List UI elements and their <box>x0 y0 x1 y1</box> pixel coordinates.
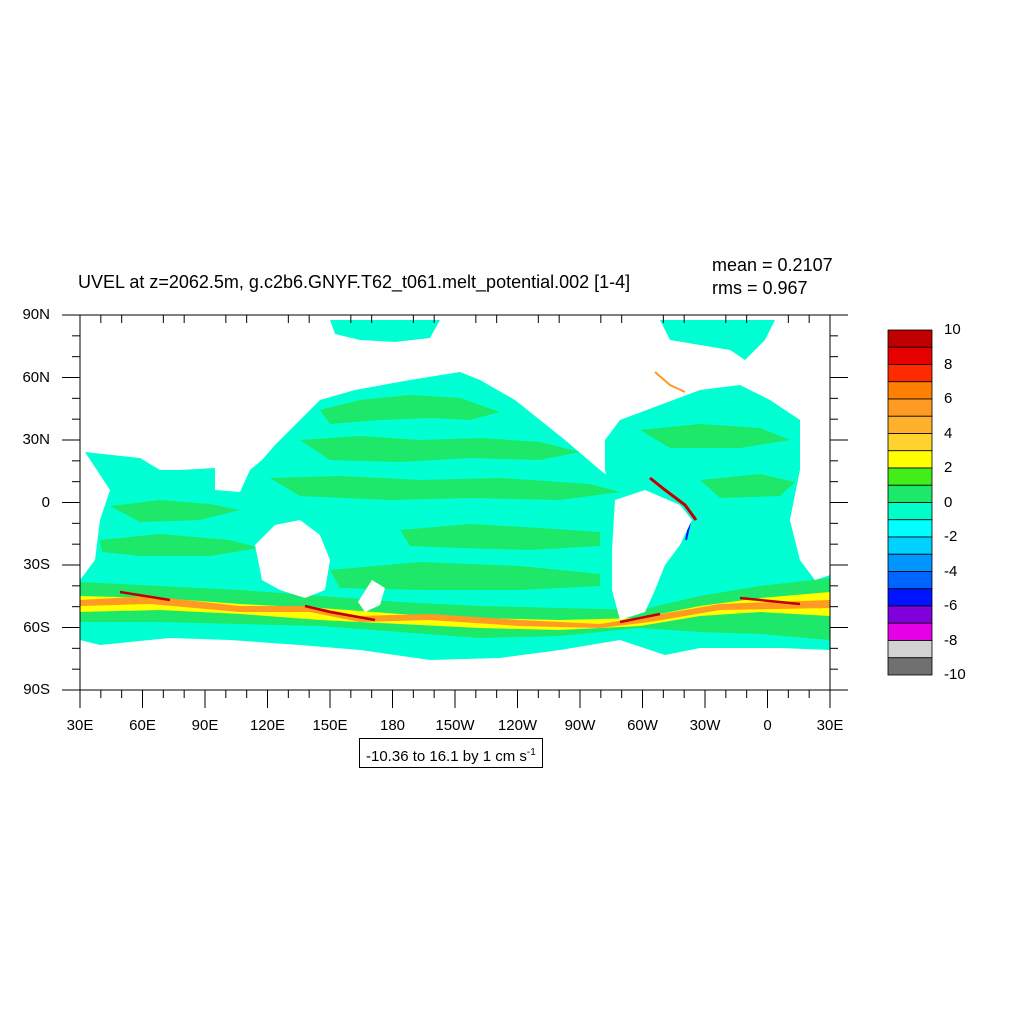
boundary-current <box>649 476 698 521</box>
colorbar-label: 2 <box>944 459 953 476</box>
land-new-zealand <box>358 580 385 612</box>
lon-tick-label: 0 <box>763 717 772 734</box>
colorbar-label: 6 <box>944 390 953 407</box>
lat-tick-label: 30N <box>22 431 50 448</box>
ocean-band-green <box>270 476 620 500</box>
lon-tick-label: 180 <box>379 717 406 734</box>
colorbar-label: 4 <box>944 424 953 442</box>
colorbar-swatch <box>887 502 933 521</box>
colorbar-label: -4 <box>944 562 958 580</box>
lat-tick-label: 30S <box>23 556 50 573</box>
ocean-band-green <box>320 395 500 424</box>
colorbar-swatch <box>887 381 933 400</box>
ocean-band-green <box>110 500 240 522</box>
lat-tick-label: 60S <box>23 618 50 636</box>
lon-tick-label: 30W <box>689 717 721 734</box>
colorbar-swatch <box>887 519 933 538</box>
colorbar-swatch <box>887 433 933 452</box>
colorbar-swatch <box>887 450 933 469</box>
colorbar-label: 8 <box>944 355 953 373</box>
colorbar-swatch <box>887 329 933 348</box>
colorbar-label: 10 <box>944 321 961 338</box>
lon-tick-label: 90W <box>564 717 596 734</box>
colorbar-swatch <box>887 346 933 365</box>
lat-tick-label: 90S <box>23 681 50 698</box>
acc-jet-orange <box>80 596 830 628</box>
mean-stat: mean = 0.2107 <box>712 255 833 275</box>
lon-tick-label: 90E <box>191 717 219 734</box>
lon-tick-label: 60W <box>627 717 658 734</box>
colorbar-swatch <box>887 484 933 503</box>
colorbar-label: -6 <box>944 597 958 614</box>
map-field <box>80 320 830 660</box>
colorbar-label: -2 <box>944 528 958 545</box>
lon-tick-label: 150W <box>435 717 475 734</box>
contour-range-text: -10.36 to 16.1 by 1 cm s <box>366 748 527 765</box>
colorbar-swatch <box>887 467 933 486</box>
ocean-band-green <box>400 524 600 550</box>
colorbar-swatch <box>887 415 933 434</box>
lat-tick-label: 0 <box>41 493 50 511</box>
lat-tick-label: 90N <box>22 306 50 323</box>
land-africa <box>790 470 830 580</box>
land-south-america <box>612 490 692 620</box>
colorbar-swatch <box>887 588 933 607</box>
colorbar-swatch <box>887 622 933 641</box>
axis-ticks <box>62 314 848 708</box>
colorbar-swatch <box>887 553 933 572</box>
boundary-current <box>654 371 686 393</box>
acc-jet-red <box>119 590 801 624</box>
colorbar-swatch <box>887 605 933 624</box>
colorbar-label: -10 <box>944 666 966 683</box>
arctic-ocean-patch <box>330 320 440 342</box>
arctic-ocean-patch <box>660 320 775 360</box>
ocean-band-green <box>640 424 790 448</box>
ocean-band-green <box>300 436 580 462</box>
ocean-band-green <box>330 562 600 590</box>
plot-title: UVEL at z=2062.5m, g.c2b6.GNYF.T62_t061.… <box>78 272 631 292</box>
lon-tick-label: 30E <box>66 717 94 734</box>
lon-tick-label: 120E <box>249 717 286 734</box>
unit-exponent: -1 <box>526 747 536 758</box>
lon-tick-label: 30E <box>816 717 844 734</box>
contour-range-box: -10.36 to 16.1 by 1 cm s-1 <box>359 738 543 768</box>
colorbar-swatch <box>887 536 933 555</box>
colorbar-swatch <box>887 364 933 383</box>
colorbar-label: -8 <box>944 631 958 649</box>
lon-tick-label: 60E <box>129 717 156 734</box>
land-australia <box>255 520 330 598</box>
ocean-band-green <box>100 534 260 556</box>
colorbar-label: 0 <box>944 493 953 511</box>
colorbar-swatch <box>887 640 933 659</box>
colorbar-swatch <box>887 398 933 417</box>
colorbar-swatch <box>887 657 933 676</box>
colorbar-swatch <box>887 571 933 590</box>
colorbar <box>887 329 933 676</box>
lat-tick-label: 60N <box>22 368 50 386</box>
rms-stat: rms = 0.967 <box>712 278 808 298</box>
ocean-band-green <box>700 474 795 498</box>
lon-tick-label: 120W <box>497 717 538 734</box>
lon-tick-label: 150E <box>312 717 348 734</box>
